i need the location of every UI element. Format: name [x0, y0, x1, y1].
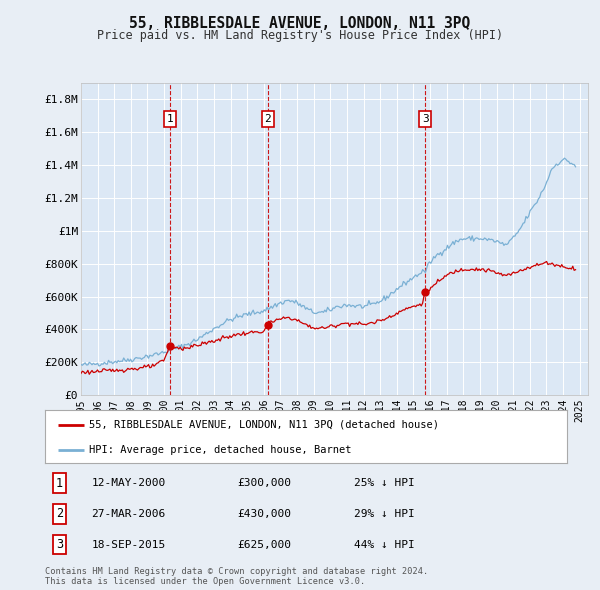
- Text: HPI: Average price, detached house, Barnet: HPI: Average price, detached house, Barn…: [89, 445, 352, 455]
- Text: £625,000: £625,000: [237, 540, 291, 549]
- Text: 55, RIBBLESDALE AVENUE, LONDON, N11 3PQ: 55, RIBBLESDALE AVENUE, LONDON, N11 3PQ: [130, 16, 470, 31]
- Text: 3: 3: [56, 538, 63, 551]
- Text: 1: 1: [56, 477, 63, 490]
- Text: 12-MAY-2000: 12-MAY-2000: [91, 478, 166, 488]
- Text: 27-MAR-2006: 27-MAR-2006: [91, 509, 166, 519]
- Text: Contains HM Land Registry data © Crown copyright and database right 2024.
This d: Contains HM Land Registry data © Crown c…: [45, 567, 428, 586]
- Text: 25% ↓ HPI: 25% ↓ HPI: [354, 478, 415, 488]
- Text: 44% ↓ HPI: 44% ↓ HPI: [354, 540, 415, 549]
- Text: 1: 1: [167, 114, 173, 124]
- Text: £300,000: £300,000: [237, 478, 291, 488]
- Text: 29% ↓ HPI: 29% ↓ HPI: [354, 509, 415, 519]
- Text: 2: 2: [56, 507, 63, 520]
- Text: Price paid vs. HM Land Registry's House Price Index (HPI): Price paid vs. HM Land Registry's House …: [97, 30, 503, 42]
- Text: 3: 3: [422, 114, 428, 124]
- Text: £430,000: £430,000: [237, 509, 291, 519]
- Text: 55, RIBBLESDALE AVENUE, LONDON, N11 3PQ (detached house): 55, RIBBLESDALE AVENUE, LONDON, N11 3PQ …: [89, 420, 439, 430]
- Text: 18-SEP-2015: 18-SEP-2015: [91, 540, 166, 549]
- Text: 2: 2: [265, 114, 271, 124]
